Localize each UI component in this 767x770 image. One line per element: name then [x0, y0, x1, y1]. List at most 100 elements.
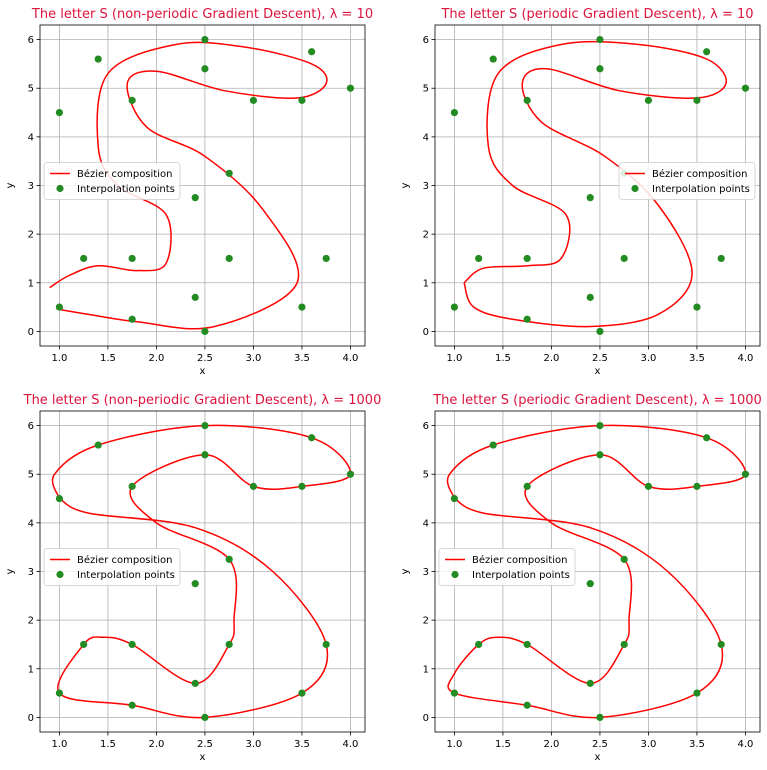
interpolation-point	[450, 689, 459, 697]
chart-title: The letter S (non-periodic Gradient Desc…	[31, 7, 373, 22]
legend-point-swatch	[631, 184, 639, 193]
interpolation-point	[523, 254, 531, 263]
chart-title: The letter S (periodic Gradient Descent)…	[440, 7, 753, 22]
y-tick-label: 2	[423, 230, 429, 241]
legend-point-swatch	[451, 570, 459, 579]
interpolation-point	[94, 441, 102, 449]
interpolation-point	[191, 194, 199, 202]
interpolation-point	[128, 482, 136, 490]
x-tick-label: 1.0	[446, 739, 462, 750]
legend-box	[43, 548, 181, 586]
legend-box	[618, 162, 756, 200]
interpolation-point	[596, 327, 604, 336]
x-tick-label: 3.0	[245, 353, 261, 364]
x-tick-label: 1.5	[100, 739, 116, 750]
interpolation-point	[717, 640, 725, 649]
interpolation-point	[596, 451, 604, 459]
interpolation-point	[128, 315, 136, 323]
chart-title: The letter S (periodic Gradient Descent)…	[432, 393, 762, 408]
x-tick-label: 1.0	[51, 739, 67, 750]
x-tick-label: 2.0	[543, 739, 559, 750]
legend-point-swatch	[56, 570, 64, 579]
x-axis-label: x	[595, 752, 601, 763]
x-tick-label: 2.0	[148, 353, 164, 364]
chart-title: The letter S (non-periodic Gradient Desc…	[23, 393, 382, 408]
y-tick-label: 4	[423, 132, 429, 143]
interpolation-point	[596, 713, 604, 722]
interpolation-point	[586, 580, 594, 588]
y-tick-label: 5	[423, 470, 429, 481]
y-tick-label: 2	[28, 230, 34, 241]
interpolation-point	[225, 254, 233, 263]
interpolation-point	[191, 293, 199, 301]
legend-label-curve: Bézier composition	[652, 168, 747, 180]
interpolation-point	[191, 580, 199, 588]
interpolation-point	[55, 689, 64, 697]
interpolation-point	[55, 494, 64, 503]
legend: Bézier composition Interpolation points	[43, 548, 181, 586]
interpolation-point	[693, 303, 701, 311]
interpolation-point	[523, 315, 531, 323]
y-tick-label: 0	[28, 713, 34, 724]
interpolation-point	[693, 96, 701, 104]
y-tick-label: 1	[423, 664, 429, 675]
y-tick-label: 0	[423, 713, 429, 724]
interpolation-point	[475, 640, 483, 649]
legend-point-swatch	[56, 184, 64, 193]
legend-label-curve: Bézier composition	[77, 554, 172, 566]
x-tick-label: 4.0	[737, 739, 753, 750]
interpolation-point	[596, 421, 604, 430]
legend-label-points: Interpolation points	[652, 184, 750, 195]
y-tick-label: 3	[28, 567, 34, 578]
subplot-2: 1.0 1.5 2.0 2.5 3.0 3.5 4.0 0 1 2 3 4 5 6 The letter S…	[400, 7, 761, 377]
interpolation-point	[201, 65, 209, 73]
y-tick-label: 5	[423, 84, 429, 95]
interpolation-point	[475, 254, 483, 263]
interpolation-point	[80, 640, 88, 649]
y-tick-label: 1	[423, 278, 429, 289]
interpolation-point	[322, 640, 330, 649]
interpolation-point	[693, 689, 701, 697]
axes-frame	[434, 24, 761, 347]
x-tick-label: 3.5	[689, 739, 705, 750]
interpolation-point	[128, 254, 136, 263]
y-tick-label: 1	[28, 278, 34, 289]
interpolation-point	[249, 482, 258, 490]
y-tick-label: 2	[423, 616, 429, 627]
y-tick-label: 4	[28, 518, 34, 529]
x-tick-label: 2.0	[543, 353, 559, 364]
interpolation-point	[225, 555, 233, 563]
bezier-curve	[49, 41, 328, 330]
interpolation-point	[298, 482, 306, 490]
y-tick-label: 5	[28, 470, 34, 481]
interpolation-point	[201, 327, 209, 336]
y-tick-label: 0	[28, 327, 34, 338]
interpolation-point	[94, 55, 102, 63]
legend: Bézier composition Interpolation points	[438, 548, 576, 586]
subplot-4: 1.0 1.5 2.0 2.5 3.0 3.5 4.0 0 1 2 3 4 5 6 The letter S…	[400, 393, 762, 763]
interpolation-point	[586, 293, 594, 301]
interpolation-point	[201, 451, 209, 459]
y-tick-label: 3	[423, 567, 429, 578]
interpolation-point	[298, 303, 306, 311]
y-tick-label: 4	[28, 132, 34, 143]
x-tick-label: 3.5	[294, 739, 310, 750]
interpolation-point	[523, 96, 531, 104]
interpolation-point	[55, 108, 64, 117]
x-tick-label: 1.5	[495, 739, 511, 750]
x-tick-label: 1.0	[51, 353, 67, 364]
interpolation-point	[450, 108, 459, 117]
legend-box	[43, 162, 181, 200]
interpolation-point	[523, 640, 531, 649]
x-tick-label: 2.5	[197, 353, 213, 364]
bezier-curve	[446, 424, 747, 719]
x-tick-label: 1.5	[495, 353, 511, 364]
interpolation-point	[249, 96, 258, 104]
interpolation-point	[523, 701, 531, 709]
interpolation-point	[298, 689, 306, 697]
y-tick-label: 4	[423, 518, 429, 529]
x-tick-label: 2.5	[197, 739, 213, 750]
x-tick-label: 3.0	[640, 739, 656, 750]
x-tick-label: 3.0	[640, 353, 656, 364]
y-axis-label: y	[400, 568, 411, 574]
